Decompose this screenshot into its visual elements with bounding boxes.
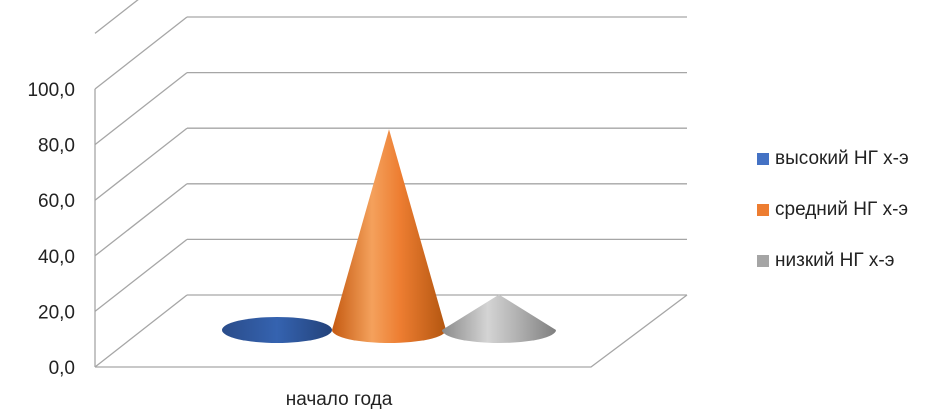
y-tick-label: 80,0: [38, 136, 75, 157]
gridline: [94, 294, 687, 368]
legend-swatch-low: [757, 255, 769, 267]
cone-low: [442, 294, 556, 343]
floor-outline: [95, 294, 688, 368]
legend-swatch-high: [757, 153, 769, 165]
y-tick-label: 0,0: [49, 358, 75, 379]
cone-high: [222, 317, 332, 343]
legend-item-medium: средний НГ х-э: [757, 196, 909, 224]
gridline: [94, 0, 139, 34]
gridline: [94, 238, 687, 312]
gridline: [94, 127, 687, 201]
legend-item-high: высокий НГ х-э: [757, 145, 909, 173]
y-tick-label: 40,0: [38, 247, 75, 268]
gridline: [94, 183, 687, 257]
legend-label-high: высокий НГ х-э: [775, 148, 909, 169]
gridline: [94, 16, 687, 90]
y-tick-label: 100,0: [27, 80, 75, 101]
legend-item-low: низкий НГ х-э: [757, 247, 909, 275]
gridline: [94, 71, 687, 146]
category-label: начало года: [286, 389, 393, 410]
y-tick-label: 60,0: [38, 191, 75, 212]
legend: высокий НГ х-э средний НГ х-э низкий НГ …: [757, 145, 909, 298]
y-tick-label: 20,0: [38, 302, 75, 323]
legend-swatch-medium: [757, 204, 769, 216]
legend-label-medium: средний НГ х-э: [775, 199, 909, 220]
cone-medium: [332, 129, 446, 343]
legend-label-low: низкий НГ х-э: [775, 250, 895, 271]
